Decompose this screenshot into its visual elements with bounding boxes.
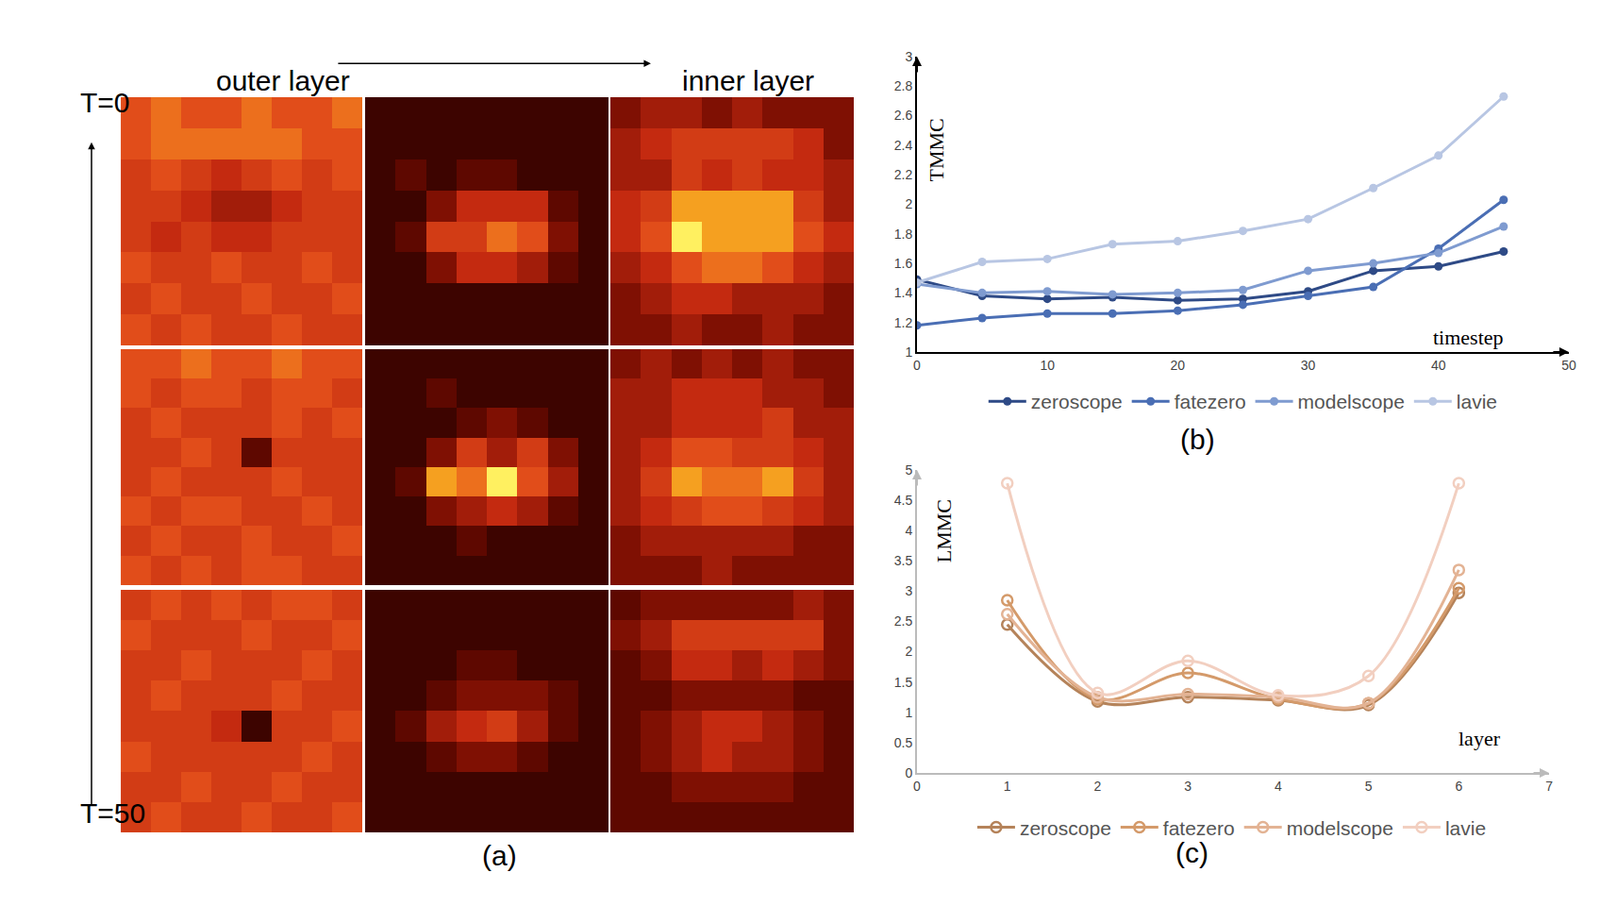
svg-text:2.2: 2.2 [894,166,914,183]
svg-text:6: 6 [1454,778,1463,794]
svg-text:7: 7 [1545,778,1553,794]
svg-text:1: 1 [904,704,913,720]
svg-text:30: 30 [1300,357,1317,373]
svg-text:50: 50 [1561,357,1577,373]
svg-text:T=0: T=0 [80,86,131,118]
svg-text:(c): (c) [1175,836,1209,868]
svg-text:lavie: lavie [1456,390,1498,413]
svg-text:3: 3 [904,49,913,65]
svg-text:4: 4 [1274,778,1283,794]
svg-text:1: 1 [904,344,913,360]
svg-text:TMMC: TMMC [924,117,949,182]
svg-text:inner layer: inner layer [682,65,815,97]
svg-text:4: 4 [904,522,913,538]
svg-text:2.4: 2.4 [894,137,914,153]
svg-text:1: 1 [1003,778,1012,794]
svg-text:T=50: T=50 [80,797,146,829]
svg-text:2: 2 [904,643,913,659]
svg-text:2.6: 2.6 [894,107,914,123]
svg-text:0: 0 [904,765,913,781]
svg-text:5: 5 [904,462,913,478]
svg-text:1.4: 1.4 [894,284,914,300]
svg-text:1.6: 1.6 [894,255,914,271]
svg-text:3.5: 3.5 [894,552,914,568]
svg-text:5: 5 [1365,778,1373,794]
svg-text:2: 2 [904,196,913,212]
svg-text:3: 3 [1183,778,1192,794]
svg-text:modelscope: modelscope [1298,390,1405,413]
svg-text:2: 2 [1094,778,1102,794]
svg-text:layer: layer [1458,726,1501,750]
svg-text:1.8: 1.8 [894,226,914,242]
svg-text:2.8: 2.8 [894,78,914,94]
svg-text:zeroscope: zeroscope [1031,390,1123,413]
svg-text:4.5: 4.5 [894,492,914,508]
svg-text:3: 3 [904,583,913,599]
svg-text:fatezero: fatezero [1174,390,1247,413]
svg-text:1.2: 1.2 [894,315,914,331]
svg-text:1.5: 1.5 [894,674,914,690]
svg-text:0: 0 [913,357,921,373]
svg-text:lavie: lavie [1445,816,1486,839]
svg-text:2.5: 2.5 [894,613,914,629]
svg-text:outer layer: outer layer [216,65,350,97]
svg-text:fatezero: fatezero [1163,816,1235,839]
svg-text:10: 10 [1039,357,1055,373]
svg-text:timestep: timestep [1433,325,1504,350]
svg-text:zeroscope: zeroscope [1019,816,1112,839]
svg-text:modelscope: modelscope [1286,816,1394,839]
svg-text:(b): (b) [1180,423,1216,455]
svg-text:20: 20 [1170,357,1186,373]
svg-text:0.5: 0.5 [894,734,914,750]
svg-text:40: 40 [1431,357,1447,373]
svg-text:(a): (a) [482,839,517,871]
svg-text:LMMC: LMMC [932,499,956,563]
svg-text:0: 0 [913,778,921,794]
